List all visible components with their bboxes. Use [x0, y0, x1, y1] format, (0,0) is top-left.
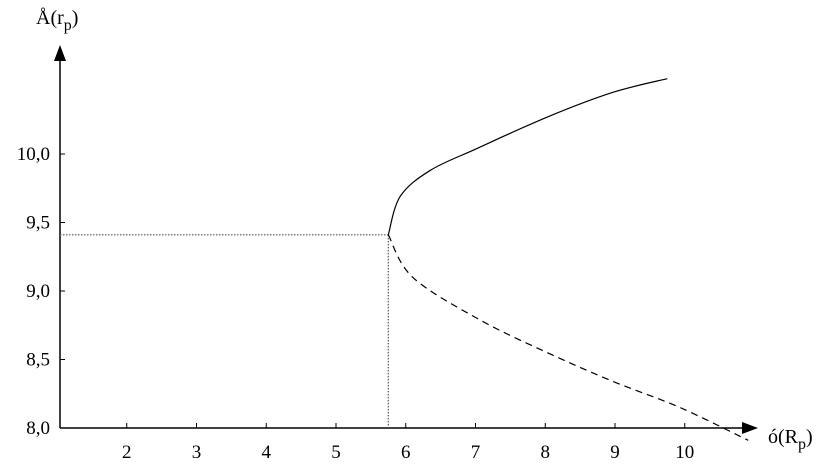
efficient-frontier-line: [387, 78, 668, 236]
inefficient-frontier-line: [387, 234, 749, 441]
x-axis-arrow: [742, 422, 758, 434]
x-tick-label: 7: [471, 442, 481, 463]
y-tick-label: 8,0: [26, 418, 50, 439]
x-tick-label: 6: [401, 442, 411, 463]
x-tick-label: 10: [675, 442, 694, 463]
x-tick-label: 2: [122, 442, 132, 463]
y-tick-label: 9,5: [26, 213, 50, 234]
y-tick-label: 9,0: [26, 281, 50, 302]
x-tick-label: 5: [331, 442, 341, 463]
x-tick-label: 3: [192, 442, 202, 463]
ticks: 2 3 4 5 6 7 8 9 10 8,0 8,5 9,0 9,5 10,0: [17, 144, 695, 463]
y-tick-label: 10,0: [17, 144, 50, 165]
y-axis-arrow: [54, 45, 66, 61]
series: [60, 78, 749, 441]
y-tick-label: 8,5: [26, 350, 50, 371]
x-axis-label: ó(Rp): [768, 426, 813, 453]
x-tick-label: 8: [541, 442, 551, 463]
x-tick-label: 4: [262, 442, 272, 463]
axes: [54, 45, 758, 434]
y-axis-label: Å(rp): [36, 7, 78, 34]
x-tick-label: 9: [610, 442, 620, 463]
